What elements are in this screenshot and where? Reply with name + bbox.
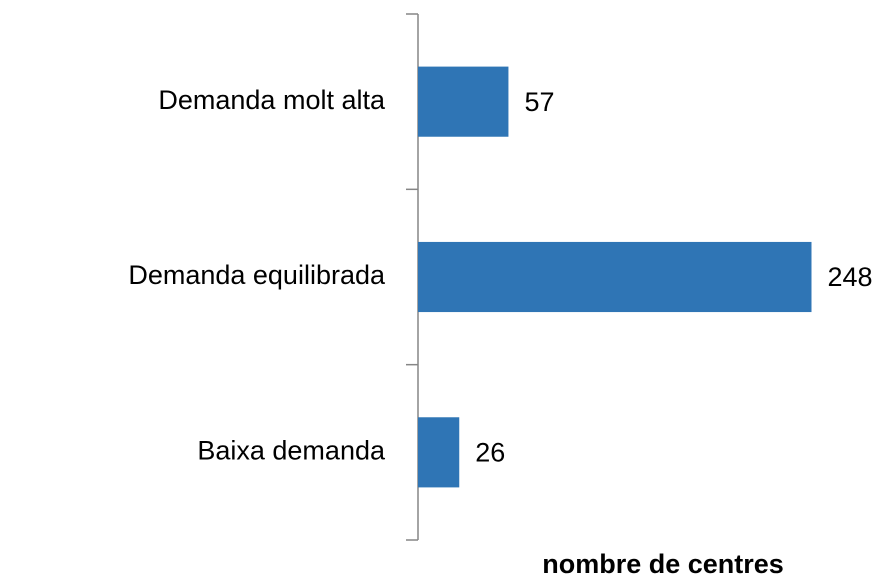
y-tick-label: Baixa demanda (197, 435, 386, 465)
y-tick-label: Demanda equilibrada (128, 260, 386, 290)
bar (418, 66, 509, 137)
bar (418, 417, 460, 488)
value-label: 57 (524, 87, 554, 117)
value-label: 248 (827, 262, 872, 292)
bar (418, 241, 812, 313)
value-label: 26 (475, 437, 505, 467)
y-tick-label: Demanda molt alta (158, 85, 386, 115)
x-axis-title: nombre de centres (542, 549, 784, 579)
